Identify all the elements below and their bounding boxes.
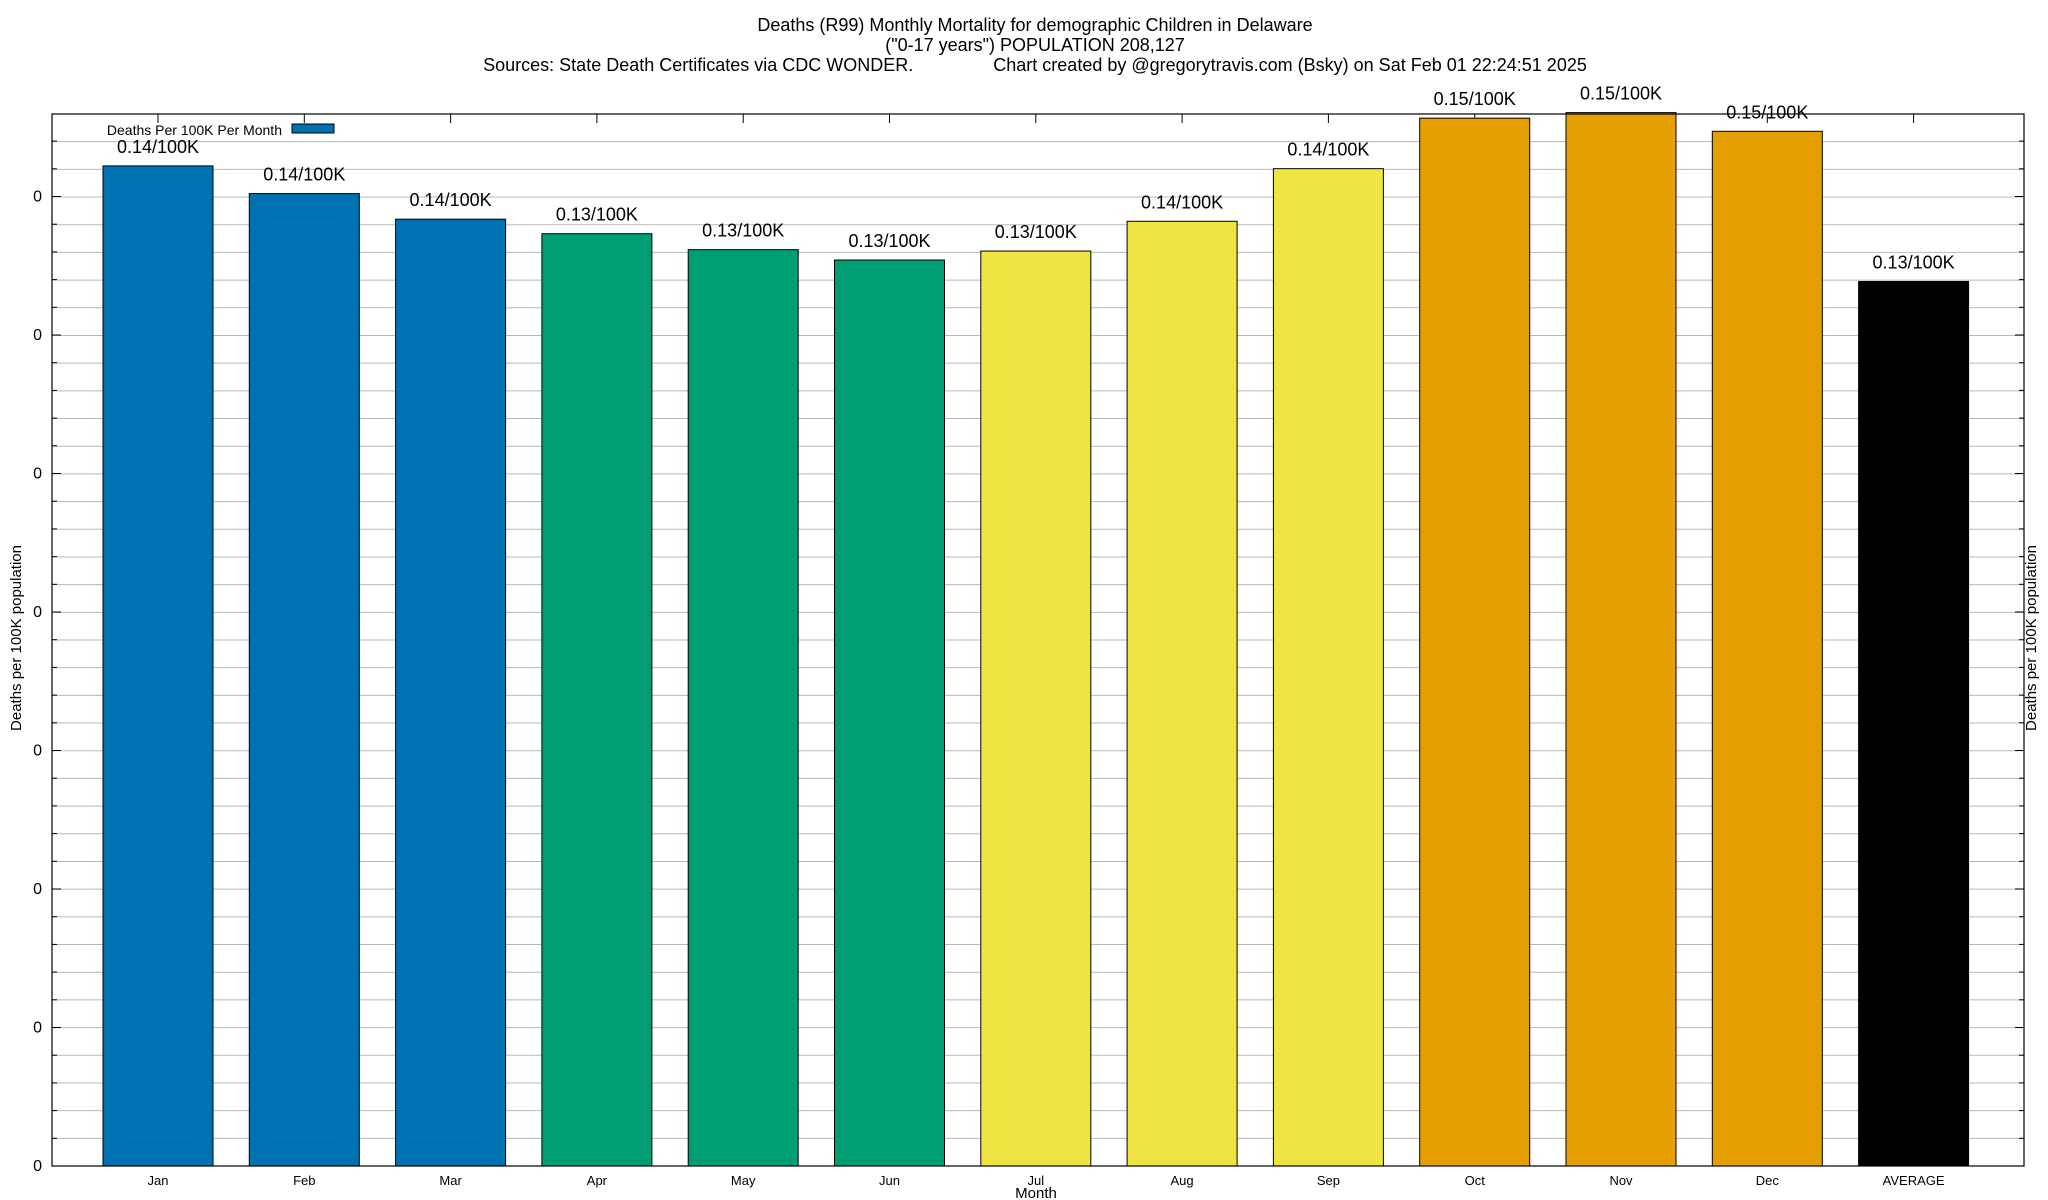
category-labels: Jan Feb Mar Apr May Jun Jul Aug Sep Oct Nov Dec AVER… bbox=[148, 1173, 1945, 1188]
bar-aug bbox=[1126, 220, 1238, 1167]
y-tick-label: 0 bbox=[33, 1158, 42, 1175]
data-label-jun: 0.13/100K bbox=[848, 231, 930, 251]
data-label-jul: 0.13/100K bbox=[995, 222, 1077, 242]
x-axis-label: Month bbox=[1015, 1185, 1057, 1200]
x-tick-label-jun: Jun bbox=[879, 1173, 900, 1188]
x-tick-label-may: May bbox=[731, 1173, 756, 1188]
legend: Deaths Per 100K Per Month bbox=[107, 122, 335, 138]
bar-apr bbox=[541, 233, 653, 1167]
x-tick-label-apr: Apr bbox=[587, 1173, 608, 1188]
plot-frame bbox=[51, 113, 2025, 1167]
data-label-aug: 0.14/100K bbox=[1141, 192, 1223, 212]
y-axis-label-left: Deaths per 100K population bbox=[8, 545, 25, 731]
y-axis-label-right: Deaths per 100K population bbox=[2023, 545, 2040, 731]
data-label-average: 0.13/100K bbox=[1873, 252, 1955, 272]
data-labels: 0.14/100K 0.14/100K 0.14/100K 0.13/100K 0.13… bbox=[117, 84, 1955, 273]
data-label-jan: 0.14/100K bbox=[117, 137, 199, 157]
data-label-nov: 0.15/100K bbox=[1580, 84, 1662, 104]
x-tick-label-nov: Nov bbox=[1609, 1173, 1633, 1188]
bar-feb bbox=[248, 193, 360, 1167]
title-line-2: ("0-17 years") POPULATION 208,127 bbox=[885, 35, 1185, 55]
bar-mar bbox=[395, 218, 507, 1167]
data-label-oct: 0.15/100K bbox=[1434, 89, 1516, 109]
bar-jun bbox=[834, 259, 945, 1167]
x-tick-label-jan: Jan bbox=[148, 1173, 169, 1188]
title-line-3: Sources: State Death Certificates via CD… bbox=[483, 55, 1587, 75]
bar-jan bbox=[102, 165, 214, 1167]
bars bbox=[102, 112, 1970, 1167]
x-tick-label-aug: Aug bbox=[1171, 1173, 1194, 1188]
data-label-sep: 0.14/100K bbox=[1287, 140, 1369, 160]
bar-oct bbox=[1419, 117, 1531, 1167]
y-tick-label: 0 bbox=[33, 604, 42, 621]
chart-title: Deaths (R99) Monthly Mortality for demog… bbox=[483, 15, 1587, 75]
y-tick-labels: 0 0 0 0 0 0 0 0 bbox=[33, 189, 42, 1176]
x-tick-label-dec: Dec bbox=[1756, 1173, 1780, 1188]
data-label-feb: 0.14/100K bbox=[263, 165, 345, 185]
bar-jul bbox=[980, 250, 1092, 1167]
legend-label: Deaths Per 100K Per Month bbox=[107, 122, 282, 138]
title-line-1: Deaths (R99) Monthly Mortality for demog… bbox=[757, 15, 1312, 35]
bar-sep bbox=[1272, 168, 1384, 1167]
data-label-mar: 0.14/100K bbox=[410, 190, 492, 210]
data-label-apr: 0.13/100K bbox=[556, 205, 638, 225]
x-tick-label-jul: Jul bbox=[1027, 1173, 1044, 1188]
bar-average bbox=[1858, 280, 1970, 1167]
y-tick-label: 0 bbox=[33, 743, 42, 760]
x-tick-label-mar: Mar bbox=[439, 1173, 462, 1188]
data-label-may: 0.13/100K bbox=[702, 221, 784, 241]
x-tick-label-average: AVERAGE bbox=[1883, 1173, 1945, 1188]
y-tick-label: 0 bbox=[33, 881, 42, 898]
y-tick-label: 0 bbox=[33, 189, 42, 206]
x-tick-label-feb: Feb bbox=[293, 1173, 315, 1188]
y-tick-label: 0 bbox=[33, 327, 42, 344]
bar-may bbox=[687, 249, 799, 1167]
bar-nov bbox=[1565, 112, 1677, 1167]
y-tick-label: 0 bbox=[33, 466, 42, 483]
legend-swatch bbox=[291, 123, 335, 134]
bar-dec bbox=[1711, 130, 1823, 1167]
x-tick-label-oct: Oct bbox=[1465, 1173, 1486, 1188]
x-tick-label-sep: Sep bbox=[1317, 1173, 1340, 1188]
y-tick-label: 0 bbox=[33, 1020, 42, 1037]
data-label-dec: 0.15/100K bbox=[1726, 102, 1808, 122]
